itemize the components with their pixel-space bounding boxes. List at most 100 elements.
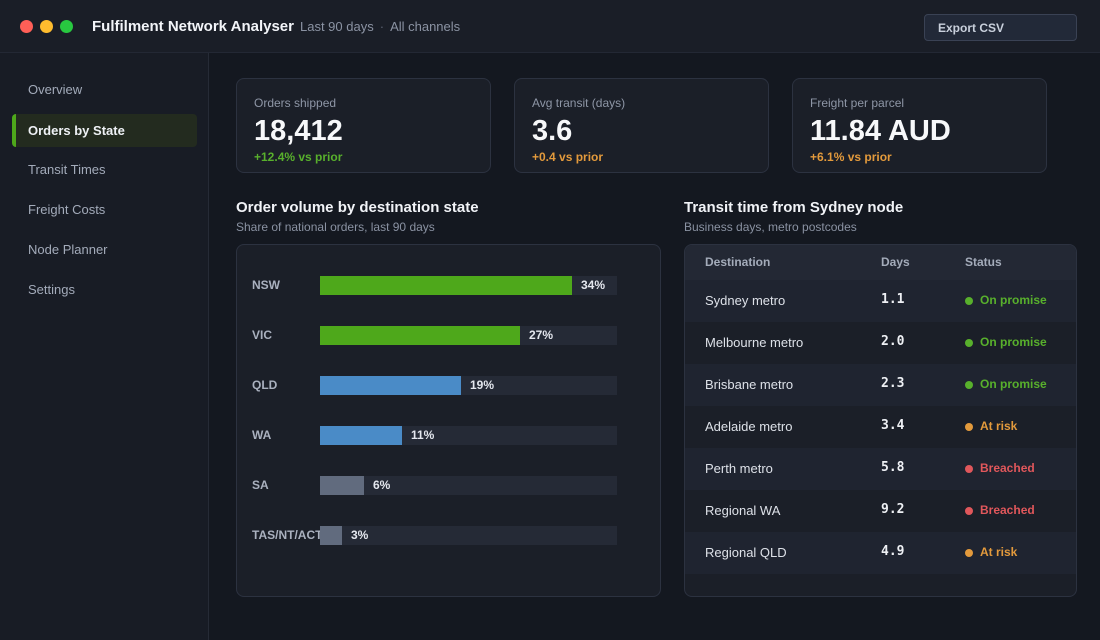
status-dot-icon [965, 422, 973, 431]
status-badge: Breached [965, 461, 1035, 475]
transit-table-subtitle: Business days, metro postcodes [684, 220, 857, 234]
cell-days: 2.3 [881, 376, 905, 391]
kpi-card-freight-per-parcel: Freight per parcel 11.84 AUD +6.1% vs pr… [792, 78, 1047, 173]
app-title: Fulfilment Network Analyser [92, 18, 294, 35]
channel-filter[interactable]: All channels [390, 19, 461, 34]
bar-nsw [320, 276, 572, 295]
kpi-label: Orders shipped [254, 96, 337, 110]
status-label: At risk [980, 545, 1018, 559]
bar-sa [320, 476, 364, 495]
bar-value-label-wa: 11% [411, 428, 435, 442]
table-row[interactable]: Brisbane metro 2.3 On promise [685, 364, 1076, 406]
maximize-window-icon[interactable] [60, 20, 73, 33]
transit-table: Destination Days Status Sydney metro 1.1 O… [684, 244, 1077, 597]
cell-days: 1.1 [881, 292, 905, 307]
bar-track-nsw: 34% [320, 276, 617, 295]
kpi-value: 11.84 AUD [810, 115, 951, 147]
bar-track-qld: 19% [320, 376, 617, 395]
kpi-delta: +6.1% vs prior [810, 150, 892, 164]
sidebar-item-node-planner[interactable]: Node Planner [28, 242, 108, 257]
status-dot-icon [965, 338, 973, 347]
kpi-label: Freight per parcel [810, 96, 905, 110]
cell-destination: Melbourne metro [705, 335, 804, 350]
kpi-value: 3.6 [532, 115, 573, 147]
sidebar-item-transit-times[interactable]: Transit Times [28, 162, 106, 177]
title-bar: Fulfilment Network Analyser Last 90 days… [0, 0, 1100, 53]
status-dot-icon [965, 548, 973, 557]
status-badge: At risk [965, 419, 1017, 433]
bar-category-label-nsw: NSW [252, 278, 280, 292]
bar-track-sa: 6% [320, 476, 617, 495]
status-label: Breached [980, 461, 1035, 475]
status-label: On promise [980, 377, 1047, 391]
kpi-value: 18,412 [254, 115, 343, 147]
bar-value-label-nsw: 34% [581, 278, 606, 292]
kpi-delta: +12.4% vs prior [254, 150, 343, 164]
bar-category-label-tas-nt-act: TAS/NT/ACT [252, 528, 323, 542]
column-header-status[interactable]: Status [965, 255, 1002, 269]
cell-destination: Sydney metro [705, 293, 786, 308]
bar-track-vic: 27% [320, 326, 617, 345]
bar-category-label-sa: SA [252, 478, 269, 492]
table-row[interactable]: Perth metro 5.8 Breached [685, 448, 1076, 490]
bar-category-label-qld: QLD [252, 378, 278, 392]
table-header: Destination Days Status [685, 245, 1076, 280]
status-dot-icon [965, 296, 973, 305]
bar-category-label-wa: WA [252, 428, 272, 442]
cell-days: 4.9 [881, 544, 905, 559]
cell-destination: Perth metro [705, 461, 773, 476]
sidebar-item-orders-by-state[interactable]: Orders by State [12, 114, 197, 147]
sidebar-item-freight-costs[interactable]: Freight Costs [28, 202, 106, 217]
filter-separator: · [379, 19, 385, 34]
bar-track-tas-nt-act: 3% [320, 526, 617, 545]
bar-qld [320, 376, 461, 395]
table-row[interactable]: Regional QLD 4.9 At risk [685, 532, 1076, 574]
bar-tas-nt-act [320, 526, 342, 545]
volume-bar-chart: NSW 34% VIC 27% QLD 19% WA 11% SA 6% TAS/NT/ACT 3% [236, 244, 661, 597]
bar-track-wa: 11% [320, 426, 617, 445]
cell-days: 3.4 [881, 418, 905, 433]
table-row[interactable]: Adelaide metro 3.4 At risk [685, 406, 1076, 448]
cell-days: 2.0 [881, 334, 905, 349]
status-dot-icon [965, 464, 973, 473]
status-badge: On promise [965, 377, 1047, 391]
cell-destination: Regional QLD [705, 545, 787, 560]
status-dot-icon [965, 506, 973, 515]
minimize-window-icon[interactable] [40, 20, 53, 33]
sidebar: Overview Orders by State Transit Times F… [0, 53, 209, 640]
bar-value-label-qld: 19% [470, 378, 495, 392]
period-filter[interactable]: Last 90 days [300, 19, 374, 34]
volume-chart-subtitle: Share of national orders, last 90 days [236, 220, 435, 234]
bar-value-label-tas-nt-act: 3% [351, 528, 369, 542]
status-dot-icon [965, 380, 973, 389]
status-label: At risk [980, 419, 1018, 433]
filter-summary: Last 90 days · All channels [300, 19, 460, 34]
sidebar-item-settings[interactable]: Settings [28, 282, 75, 297]
kpi-delta: +0.4 vs prior [532, 150, 604, 164]
table-row[interactable]: Melbourne metro 2.0 On promise [685, 322, 1076, 364]
status-badge: At risk [965, 545, 1017, 559]
cell-days: 5.8 [881, 460, 905, 475]
kpi-label: Avg transit (days) [532, 96, 626, 110]
export-csv-button[interactable]: Export CSV [924, 14, 1077, 41]
bar-value-label-sa: 6% [373, 478, 391, 492]
close-window-icon[interactable] [20, 20, 33, 33]
table-row[interactable]: Regional WA 9.2 Breached [685, 490, 1076, 532]
status-badge: Breached [965, 503, 1035, 517]
sidebar-item-overview[interactable]: Overview [28, 82, 83, 97]
bar-value-label-vic: 27% [529, 328, 554, 342]
status-label: On promise [980, 335, 1047, 349]
bar-vic [320, 326, 520, 345]
cell-days: 9.2 [881, 502, 905, 517]
table-row[interactable]: Sydney metro 1.1 On promise [685, 280, 1076, 322]
status-label: On promise [980, 293, 1047, 307]
column-header-days[interactable]: Days [881, 255, 910, 269]
transit-table-title: Transit time from Sydney node [684, 199, 904, 216]
cell-destination: Regional WA [705, 503, 781, 518]
cell-destination: Brisbane metro [705, 377, 794, 392]
kpi-card-avg-transit: Avg transit (days) 3.6 +0.4 vs prior [514, 78, 769, 173]
status-badge: On promise [965, 335, 1047, 349]
column-header-destination[interactable]: Destination [705, 255, 771, 269]
status-badge: On promise [965, 293, 1047, 307]
